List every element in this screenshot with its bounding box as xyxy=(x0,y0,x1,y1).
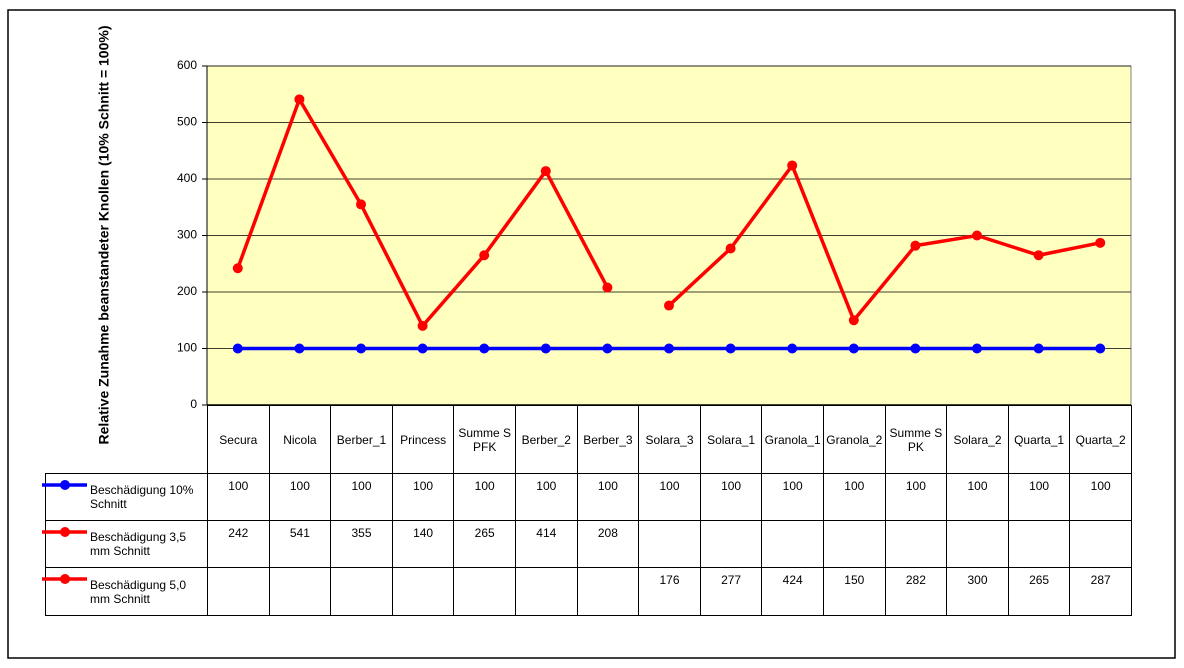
data-point xyxy=(294,94,305,105)
data-point xyxy=(479,343,490,354)
value-cell-text: 100 xyxy=(474,479,495,493)
data-point xyxy=(848,315,859,326)
category-cell-text: Princess xyxy=(400,432,447,447)
value-cell-text: 100 xyxy=(782,479,803,493)
category-cell-text: Granola_2 xyxy=(826,432,883,447)
category-cell-text: Summe SPK xyxy=(889,425,943,454)
y-tick-label: 600 xyxy=(177,58,197,72)
value-cell-text: 100 xyxy=(1029,479,1050,493)
data-point xyxy=(417,343,428,354)
value-cell-text: 100 xyxy=(351,479,372,493)
legend-marker xyxy=(60,527,70,537)
y-tick-label: 500 xyxy=(177,115,197,129)
value-cell-text: 140 xyxy=(413,526,434,540)
data-point xyxy=(787,343,798,354)
category-cell-text: Solara_1 xyxy=(707,432,756,447)
value-cell-text: 541 xyxy=(289,526,310,540)
category-cell-text: Berber_2 xyxy=(521,432,571,447)
data-point xyxy=(1095,343,1106,354)
value-cell-text: 265 xyxy=(1029,573,1050,587)
value-cell-text: 100 xyxy=(413,479,434,493)
value-cell-text: 424 xyxy=(782,573,803,587)
data-point xyxy=(972,343,982,354)
data-point xyxy=(232,263,243,274)
category-cell-text: Secura xyxy=(219,432,258,447)
value-cell: 287 xyxy=(1069,567,1132,616)
legend-cell-text: Beschädigung 3,5 mm Schnitt xyxy=(90,530,187,558)
legend-marker xyxy=(60,574,70,584)
data-point xyxy=(725,343,736,354)
series-line xyxy=(667,161,1101,324)
category-cell-text: Quarta_1 xyxy=(1014,432,1065,447)
legend-cell-text: Beschädigung 5,0 mm Schnitt xyxy=(90,577,187,606)
value-cell-text: 100 xyxy=(536,479,557,493)
data-point xyxy=(910,240,921,251)
category-cell-text: Granola_1 xyxy=(764,432,821,447)
category-cell-text: Berber_3 xyxy=(583,432,633,447)
data-point xyxy=(602,343,613,354)
value-cell-text: 287 xyxy=(1090,573,1111,587)
value-cell-text: 277 xyxy=(721,573,742,587)
value-cell-text: 100 xyxy=(1090,479,1111,493)
data-point xyxy=(294,343,305,354)
data-point xyxy=(848,343,859,354)
data-point xyxy=(664,343,674,354)
category-cell-text: Summe SPFK xyxy=(458,425,512,454)
data-point xyxy=(479,250,490,261)
data-point xyxy=(1095,237,1106,248)
value-cell-text: 100 xyxy=(659,479,680,493)
value-cell-text: 100 xyxy=(844,479,865,493)
y-tick-label: 200 xyxy=(177,284,197,298)
data-point xyxy=(910,343,921,354)
category-cell-text: Solara_3 xyxy=(645,432,694,447)
value-cell-text: 282 xyxy=(905,573,926,587)
data-point xyxy=(972,230,982,241)
value-cell-text: 100 xyxy=(228,479,249,493)
category-cell-text: Solara_2 xyxy=(953,432,1002,447)
data-point xyxy=(787,160,798,171)
category-cell-text: Quarta_2 xyxy=(1075,432,1126,447)
data-point xyxy=(1033,250,1044,261)
category-cell-text: Berber_1 xyxy=(336,432,387,447)
y-tick-label: 0 xyxy=(190,397,197,411)
data-point xyxy=(664,300,674,311)
data-point xyxy=(540,166,551,177)
y-tick-label: 400 xyxy=(177,171,197,185)
data-point xyxy=(232,343,243,354)
value-cell-text: 100 xyxy=(597,479,618,493)
data-point xyxy=(1033,343,1044,354)
value-cell-text: 414 xyxy=(536,526,557,540)
data-point xyxy=(417,320,428,331)
legend-marker xyxy=(60,480,70,490)
value-cell-text: 150 xyxy=(844,573,865,587)
y-tick-label: 100 xyxy=(177,341,197,355)
value-cell-text: 100 xyxy=(721,479,742,493)
data-point xyxy=(725,243,736,254)
value-cell-text: 242 xyxy=(228,526,249,540)
y-axis-label: Relative Zunahme beanstandeter Knollen (… xyxy=(96,26,112,445)
data-point xyxy=(356,343,366,354)
data-point xyxy=(540,343,551,354)
legend-cell: Beschädigung 3,5 mm Schnitt xyxy=(45,520,208,568)
value-cell-text: 355 xyxy=(351,526,372,540)
legend-cell-text: Beschädigung 10% Schnitt xyxy=(90,483,194,511)
value-cell-text: 100 xyxy=(289,479,310,493)
value-cell-text: 176 xyxy=(659,573,680,587)
data-point xyxy=(602,282,613,293)
value-cell-text: 208 xyxy=(597,526,618,540)
value-cell-text: 100 xyxy=(905,479,926,493)
y-tick-label: 300 xyxy=(177,228,197,242)
value-cell-text: 300 xyxy=(967,573,988,587)
value-cell-text: 100 xyxy=(967,479,988,493)
value-cell-text: 265 xyxy=(474,526,495,540)
data-point xyxy=(356,199,366,210)
category-cell-text: Nicola xyxy=(283,432,317,447)
